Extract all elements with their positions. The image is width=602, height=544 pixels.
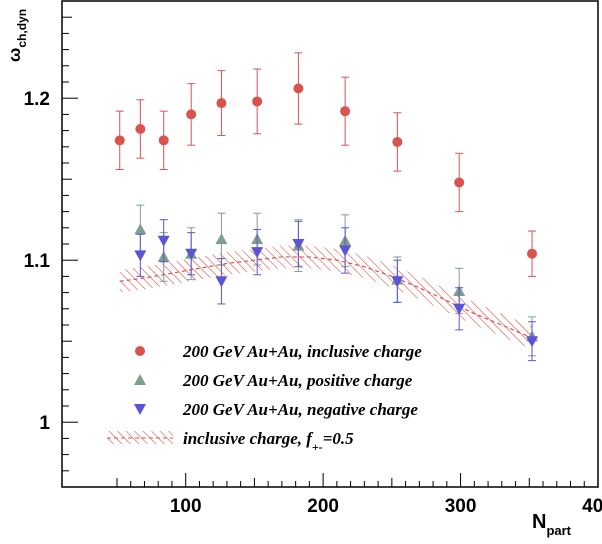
x-tick-label: 300 (445, 496, 477, 517)
data-point (135, 123, 146, 134)
data-point (216, 98, 227, 109)
y-tick-label: 1.1 (24, 251, 51, 272)
data-point (158, 135, 169, 146)
data-point (186, 109, 197, 120)
data-point (134, 223, 147, 235)
x-tick-label: 200 (307, 496, 339, 517)
data-point (454, 177, 465, 188)
legend-band-swatch (107, 431, 173, 444)
data-point (392, 136, 403, 147)
legend-marker (134, 404, 146, 415)
y-axis-title: ωch,dyn (5, 9, 29, 62)
y-tick-label: 1 (39, 413, 50, 434)
y-tick-label: 1.2 (24, 89, 50, 110)
series-triangle-down (134, 219, 539, 362)
legend-label: 200 GeV Au+Au, positive charge (182, 371, 413, 390)
x-axis-title-sub: part (546, 523, 571, 538)
data-point (134, 250, 147, 262)
data-point (526, 336, 539, 348)
data-point (215, 233, 228, 245)
series-triangle-up (134, 204, 539, 357)
data-point (340, 106, 351, 117)
data-point (251, 247, 264, 259)
series-circle (114, 52, 538, 277)
legend-label: inclusive charge, f+-=0.5 (183, 429, 354, 454)
y-axis-title-main: ω (5, 48, 24, 62)
legend-label-main: inclusive charge, f (183, 429, 314, 448)
data-point (453, 303, 466, 315)
data-layer (114, 52, 539, 362)
legend-label-suffix: =0.5 (323, 429, 354, 448)
legend: 200 GeV Au+Au, inclusive charge 200 GeV A… (107, 342, 422, 454)
band-layer (119, 245, 533, 350)
data-point (114, 135, 125, 146)
legend-marker (135, 346, 145, 356)
data-point (292, 239, 305, 250)
data-point (391, 276, 404, 288)
data-point (527, 248, 538, 259)
legend-label-sub: +- (312, 440, 323, 454)
data-point (339, 245, 352, 257)
data-point (157, 235, 170, 247)
data-point (185, 248, 198, 260)
x-axis-title: Npart (532, 511, 572, 538)
x-tick-label: 100 (170, 496, 202, 517)
x-axis-title-main: N (532, 511, 546, 533)
axis-ticks: 100 200 300 400 1 1.1 1.2 (24, 0, 602, 517)
legend-label: 200 GeV Au+Au, negative charge (182, 400, 418, 419)
legend-marker (134, 374, 146, 385)
data-point (293, 83, 304, 94)
y-axis-title-sub: ch,dyn (15, 9, 29, 48)
data-point (252, 96, 263, 107)
data-point (215, 276, 228, 288)
x-tick-label: 400 (582, 496, 602, 517)
legend-label: 200 GeV Au+Au, inclusive charge (182, 342, 422, 361)
band-area (119, 245, 533, 350)
